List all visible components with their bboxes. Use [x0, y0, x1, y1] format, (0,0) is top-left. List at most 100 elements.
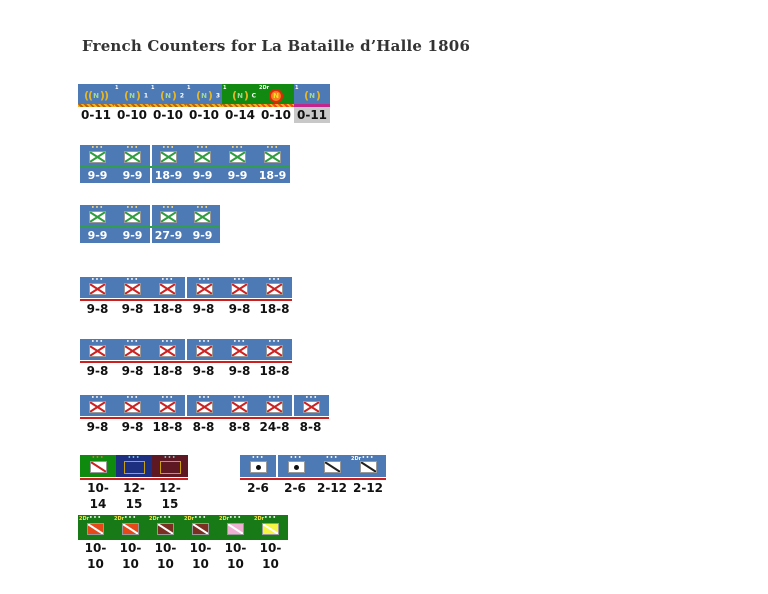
strength-pips: ••• [266, 145, 279, 151]
strength-pips: ••• [161, 339, 174, 345]
counter-bottom-stripe [222, 104, 258, 107]
combat-value: 2-12 [316, 481, 348, 495]
counter-artillery-dot: ••• [240, 455, 276, 477]
strength-pips: ••• [124, 515, 137, 521]
combat-value: 27-9 [150, 228, 185, 243]
laurel-wreath-icon: ((N)) [84, 89, 109, 102]
strength-pips: ••• [268, 395, 281, 401]
counter-laurel-wreath: 1 (N) [294, 84, 330, 107]
infantry-cross-icon [124, 344, 141, 357]
counter-cavalry-stripe: ••• [80, 455, 116, 477]
counter-infantry-cross: ••• [257, 277, 292, 298]
row-underline [80, 361, 292, 363]
infantry-cross-icon [229, 150, 246, 163]
combat-value: 2-6 [284, 481, 306, 495]
cavalry-stripe-icon [359, 461, 377, 473]
strength-pips: ••• [251, 455, 265, 461]
counter-row-infantry-red-x-1: ••• ••• ••• ••• ••• ••• 9-8 9-8 18-8 9-8 9-8 18-8 [80, 277, 292, 317]
unit-designation: 1 [223, 85, 227, 91]
infantry-cross-icon [266, 400, 283, 413]
combat-value: 9-9 [192, 169, 213, 182]
counter-laurel-wreath: 1 2(N) [150, 84, 186, 107]
strength-pips: ••• [163, 455, 177, 461]
cavalry-stripe-icon [122, 522, 139, 535]
counter-cavalry-stripe: ••• 2Dr [183, 515, 218, 540]
infantry-cross-icon [160, 150, 177, 163]
combat-value: 9-9 [192, 229, 213, 242]
counter-infantry-cross: ••• [294, 395, 329, 416]
artillery-dot-icon [287, 461, 305, 473]
infantry-cross-icon [303, 400, 320, 413]
counter-infantry-cross: ••• [187, 339, 222, 360]
counter-infantry-cross: ••• [115, 205, 150, 226]
strength-pips: ••• [126, 339, 139, 345]
combat-value: 9-8 [86, 420, 109, 434]
strength-pips: ••• [229, 515, 242, 521]
combat-value: 10-10 [224, 541, 247, 571]
laurel-wreath-icon: (N) [196, 89, 213, 102]
counter-infantry-cross: ••• [115, 277, 150, 298]
combat-value: 9-9 [122, 169, 143, 182]
laurel-wreath-icon: (N) [304, 89, 321, 102]
strength-pips: ••• [268, 277, 281, 283]
counter-bottom-stripe [114, 104, 150, 107]
row-underline [80, 417, 329, 419]
cavalry-stripe-icon [192, 522, 209, 535]
strength-pips: ••• [161, 277, 174, 283]
unit-designation: 2Dr [259, 85, 270, 91]
unit-designation: 2Dr [114, 516, 125, 522]
counter-bottom-stripe [78, 104, 114, 107]
infantry-cross-icon [231, 344, 248, 357]
counter-infantry-cross: ••• [115, 145, 150, 166]
counter-infantry-cross: ••• [150, 205, 185, 226]
combat-value: 9-9 [227, 169, 248, 182]
counter-laurel-wreath: 1 3(N) [186, 84, 222, 107]
infantry-cross-icon [266, 344, 283, 357]
counter-infantry-cross: ••• [185, 205, 220, 226]
strength-pips: ••• [91, 205, 104, 211]
corps-number: 3 [215, 92, 220, 99]
counter-infantry-cross: ••• [80, 395, 115, 416]
strength-pips: ••• [233, 395, 246, 401]
counter-infantry-cross: ••• [115, 395, 150, 416]
unit-designation: 1 [115, 85, 119, 91]
counter-row-infantry-green-x-2: ••• ••• ••• ••• 9-9 9-9 27-9 9-9 [80, 205, 220, 243]
row-stripe [80, 166, 290, 168]
counter-infantry-cross: ••• [150, 145, 185, 166]
strength-pips: ••• [91, 395, 104, 401]
combat-value: 9-8 [192, 364, 215, 378]
counter-cavalry-stripe: ••• 2Dr [148, 515, 183, 540]
counter-bottom-stripe [294, 104, 330, 107]
combat-value: 8-8 [299, 420, 322, 434]
strength-pips: ••• [91, 277, 104, 283]
strength-pips: ••• [91, 339, 104, 345]
combat-value: 0-10 [188, 108, 220, 122]
infantry-cross-icon [159, 282, 176, 295]
strength-pips: ••• [91, 145, 104, 151]
combat-value: 2-12 [352, 481, 384, 495]
unit-designation: 2Dr [149, 516, 160, 522]
counter-laurel-wreath: 1 1(N) [114, 84, 150, 107]
strength-pips: ••• [126, 145, 139, 151]
combat-value: 18-8 [259, 302, 290, 316]
combat-value: 12-15 [159, 481, 181, 511]
row-stripe [80, 226, 220, 228]
combat-value: 9-8 [121, 364, 144, 378]
counter-row-infantry-green-x-1: ••• ••• ••• ••• ••• ••• 9-9 9-9 18-9 9-9 9-9 18-9 [80, 145, 290, 183]
infantry-cross-icon [160, 210, 177, 223]
counter-infantry-cross: ••• [185, 145, 220, 166]
combat-value: 9-8 [228, 302, 251, 316]
counter-infantry-cross: ••• [255, 145, 290, 166]
combat-value: 9-8 [121, 420, 144, 434]
combat-value: 0-11 [80, 108, 112, 122]
counter-cavalry-stripe: ••• 2Dr [78, 515, 113, 540]
counter-infantry-cross: ••• [80, 339, 115, 360]
counter-cavalry-stripe: ••• 2Dr [218, 515, 253, 540]
counter-bottom-stripe [150, 104, 186, 107]
corps-number: 1 [143, 92, 148, 99]
strength-pips: ••• [198, 277, 211, 283]
infantry-cross-icon [194, 150, 211, 163]
unit-designation: 2Dr [254, 516, 265, 522]
strength-pips: ••• [162, 205, 175, 211]
strength-pips: ••• [89, 515, 102, 521]
